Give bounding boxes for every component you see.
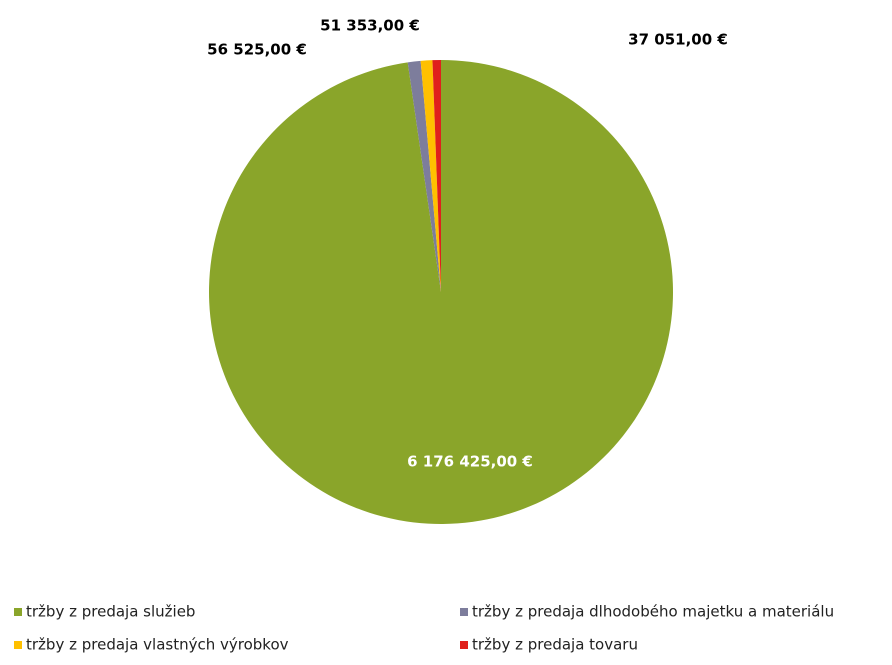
legend-swatch xyxy=(460,608,468,616)
pie-slice xyxy=(420,60,441,293)
data-label: 51 353,00 € xyxy=(320,17,420,35)
pie-slice xyxy=(407,60,441,292)
legend-swatch xyxy=(460,641,468,649)
legend-label: tržby z predaja vlastných výrobkov xyxy=(26,636,289,654)
legend-label: tržby z predaja dlhodobého majetku a mat… xyxy=(472,603,834,621)
legend-label: tržby z predaja tovaru xyxy=(472,636,638,654)
legend-swatch xyxy=(14,641,22,649)
data-label: 37 051,00 € xyxy=(628,31,728,49)
legend-label: tržby z predaja služieb xyxy=(26,603,195,621)
data-label: 6 176 425,00 € xyxy=(407,453,533,471)
pie-slice xyxy=(432,60,441,292)
legend-swatch xyxy=(14,608,22,616)
data-label: 56 525,00 € xyxy=(207,41,307,59)
